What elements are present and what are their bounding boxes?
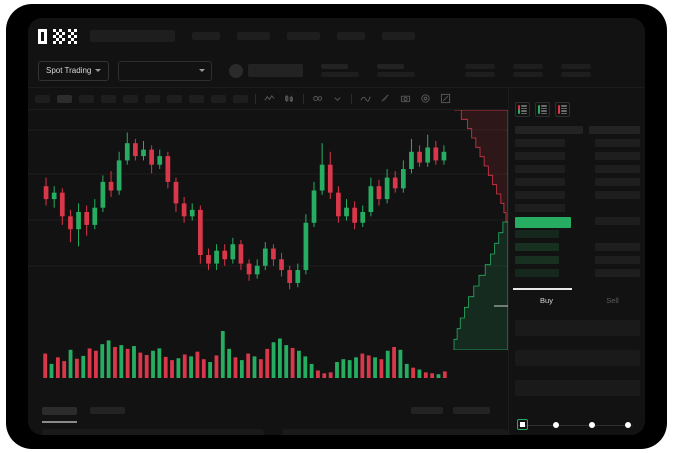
orderbook-bid-row[interactable] (515, 230, 640, 238)
toolbar-divider (303, 93, 304, 104)
bottom-tab-open-orders[interactable] (42, 407, 77, 415)
nav-item-2[interactable] (237, 32, 270, 40)
ruler-icon[interactable] (379, 92, 392, 105)
orderbook-header-row (515, 126, 640, 134)
orderbook-bid-row[interactable] (515, 256, 640, 264)
stat-block-4 (513, 64, 544, 77)
tab-buy[interactable]: Buy (540, 296, 553, 305)
search-input[interactable] (90, 30, 175, 42)
stat-value (561, 72, 592, 77)
step-square-icon[interactable] (517, 419, 528, 430)
trendline-icon[interactable] (359, 92, 372, 105)
timeframe-button-6[interactable] (145, 94, 160, 103)
orderbook-bid-row[interactable] (515, 243, 640, 251)
order-field-2[interactable] (515, 350, 640, 366)
app-screen: Spot Trading (28, 18, 645, 435)
bottom-panel-left (42, 429, 264, 435)
stat-label (513, 64, 544, 69)
bottom-panel-right (282, 429, 508, 435)
timeframe-button-9[interactable] (211, 94, 226, 103)
orders-bottom-bar (28, 400, 508, 435)
fullscreen-icon[interactable] (439, 92, 452, 105)
spot-trading-label: Spot Trading (46, 66, 92, 75)
indicators-icon[interactable] (311, 92, 324, 105)
coin-avatar-icon (229, 63, 244, 78)
stat-block-5 (561, 64, 592, 77)
pair-info-bar: Spot Trading (28, 54, 645, 88)
depth-chart-overlay (453, 110, 508, 350)
device-frame: Spot Trading (6, 4, 667, 449)
timeframe-button-7[interactable] (167, 94, 182, 103)
timeframe-button-4[interactable] (101, 94, 116, 103)
candlestick-icon[interactable] (283, 92, 296, 105)
step-dot-icon[interactable] (589, 422, 595, 428)
stepper-track (517, 425, 633, 426)
stat-value (377, 72, 416, 77)
nav-item-4[interactable] (337, 32, 365, 40)
camera-icon[interactable] (399, 92, 412, 105)
timeframe-button-3[interactable] (79, 94, 94, 103)
bottom-action-2[interactable] (453, 407, 490, 414)
orderbook-ask-row[interactable] (515, 165, 640, 173)
bottom-tab-active-underline (42, 421, 77, 423)
chevron-down-icon[interactable] (331, 92, 344, 105)
orderbook-ask-row[interactable] (515, 191, 640, 199)
order-field-3[interactable] (515, 380, 640, 396)
orderbook-trade-panel: Buy Sell (508, 88, 645, 435)
tab-sell[interactable]: Sell (606, 296, 619, 305)
spot-trading-selector[interactable]: Spot Trading (38, 60, 110, 81)
orderbook-both-icon[interactable] (515, 102, 530, 117)
orderbook-last-price-row[interactable] (515, 217, 640, 228)
orderbook-ask-row[interactable] (515, 204, 640, 212)
toolbar-divider (351, 93, 352, 104)
buy-sell-tabs: Buy Sell (513, 288, 642, 312)
chart-toolbar (28, 88, 645, 110)
stat-block-2 (377, 64, 416, 77)
pair-name-label (248, 64, 304, 77)
buy-tab-active-indicator (513, 288, 572, 290)
stat-value (465, 72, 496, 77)
stat-label (377, 64, 405, 69)
nav-item-3[interactable] (287, 32, 320, 40)
stat-block-1 (321, 64, 360, 77)
onboarding-stepper (517, 420, 638, 432)
settings-gear-icon[interactable] (419, 92, 432, 105)
stat-label (321, 64, 349, 69)
nav-item-5[interactable] (382, 32, 415, 40)
orderbook-view-toggles (515, 102, 570, 117)
volume-series (43, 331, 447, 378)
bottom-tab-order-history[interactable] (90, 407, 125, 414)
step-dot-icon[interactable] (553, 422, 559, 428)
orderbook-bids-icon[interactable] (535, 102, 550, 117)
chevron-down-icon (95, 69, 102, 72)
candlestick-series (28, 129, 508, 290)
timeframe-button-8[interactable] (189, 94, 204, 103)
stat-block-3 (465, 64, 496, 77)
chevron-down-icon (199, 69, 206, 72)
price-chart-area[interactable] (28, 110, 508, 400)
stat-value (321, 72, 360, 77)
orderbook-ask-row[interactable] (515, 152, 640, 160)
okx-logo-icon[interactable] (38, 28, 80, 44)
timeframe-button-1[interactable] (35, 94, 50, 103)
stat-label (561, 64, 592, 69)
order-field-1[interactable] (515, 320, 640, 336)
top-navigation-bar (28, 18, 645, 54)
orderbook-bid-row[interactable] (515, 269, 640, 277)
timeframe-button-10[interactable] (233, 94, 248, 103)
orderbook-ask-row[interactable] (515, 178, 640, 186)
orderbook-rows[interactable] (515, 126, 640, 282)
bottom-action-1[interactable] (411, 407, 443, 414)
stat-value (513, 72, 544, 77)
pair-selector[interactable] (118, 60, 213, 81)
orderbook-ask-row[interactable] (515, 139, 640, 147)
orderbook-asks-icon[interactable] (555, 102, 570, 117)
timeframe-button-5[interactable] (123, 94, 138, 103)
line-chart-icon[interactable] (263, 92, 276, 105)
step-dot-icon[interactable] (625, 422, 631, 428)
nav-item-1[interactable] (192, 32, 220, 40)
timeframe-button-2[interactable] (57, 94, 72, 103)
toolbar-divider (255, 93, 256, 104)
stat-label (465, 64, 496, 69)
